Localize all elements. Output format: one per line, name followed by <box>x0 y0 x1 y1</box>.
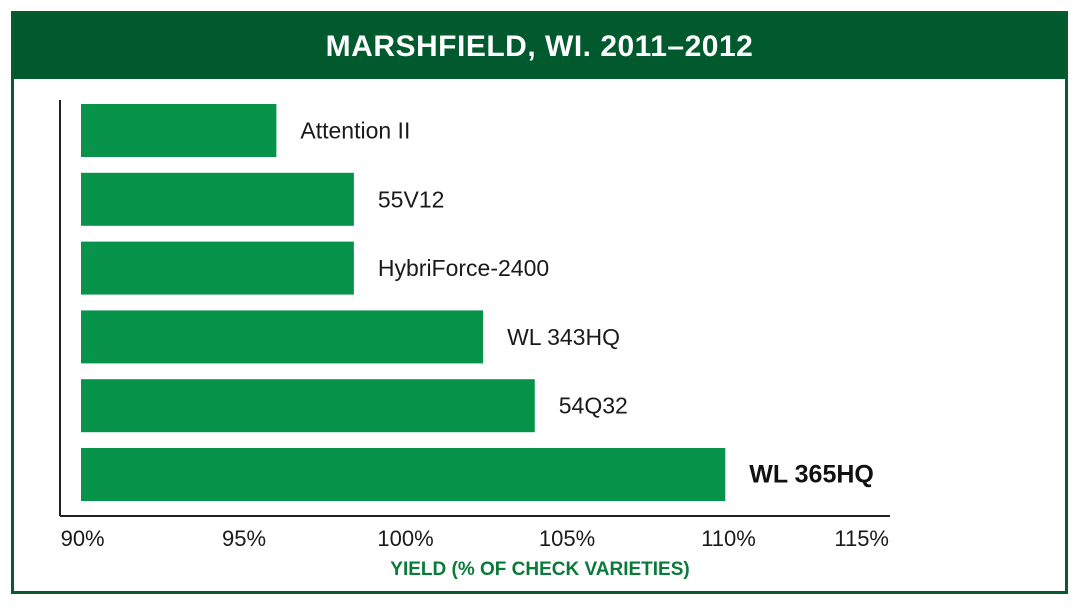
bar-label: HybriForce-2400 <box>378 255 549 281</box>
bar-labels-group: Attention II 55V12 HybriForce-2400 WL 343HQ… <box>300 118 873 489</box>
bar-hybriforce-2400 <box>81 241 354 295</box>
bar-wl-365hq <box>81 448 726 501</box>
bar-attention-ii <box>81 104 277 157</box>
x-tick-label: 90% <box>61 526 105 551</box>
x-axis-title: YIELD (% OF CHECK VARIETIES) <box>390 559 689 580</box>
bar-label: Attention II <box>300 118 410 144</box>
x-tick-label: 95% <box>222 526 266 551</box>
bar-label: WL 365HQ <box>749 461 874 489</box>
bar-54q32 <box>81 379 535 433</box>
bars-group <box>81 104 726 501</box>
x-tick-label: 110% <box>701 526 756 551</box>
bar-label: 54Q32 <box>559 393 628 419</box>
bar-55v12 <box>81 172 354 226</box>
x-tick-label: 105% <box>539 526 595 551</box>
x-tick-label: 100% <box>377 526 433 551</box>
bar-label: 55V12 <box>378 186 445 212</box>
chart-title: MARSHFIELD, WI. 2011–2012 <box>14 14 1065 79</box>
bar-wl-343hq <box>81 310 484 364</box>
bar-label: WL 343HQ <box>507 324 620 350</box>
x-tick-label: 115% <box>834 526 889 551</box>
x-tick-labels-group: 90% 95% 100% 105% 110% 115% <box>61 526 889 551</box>
